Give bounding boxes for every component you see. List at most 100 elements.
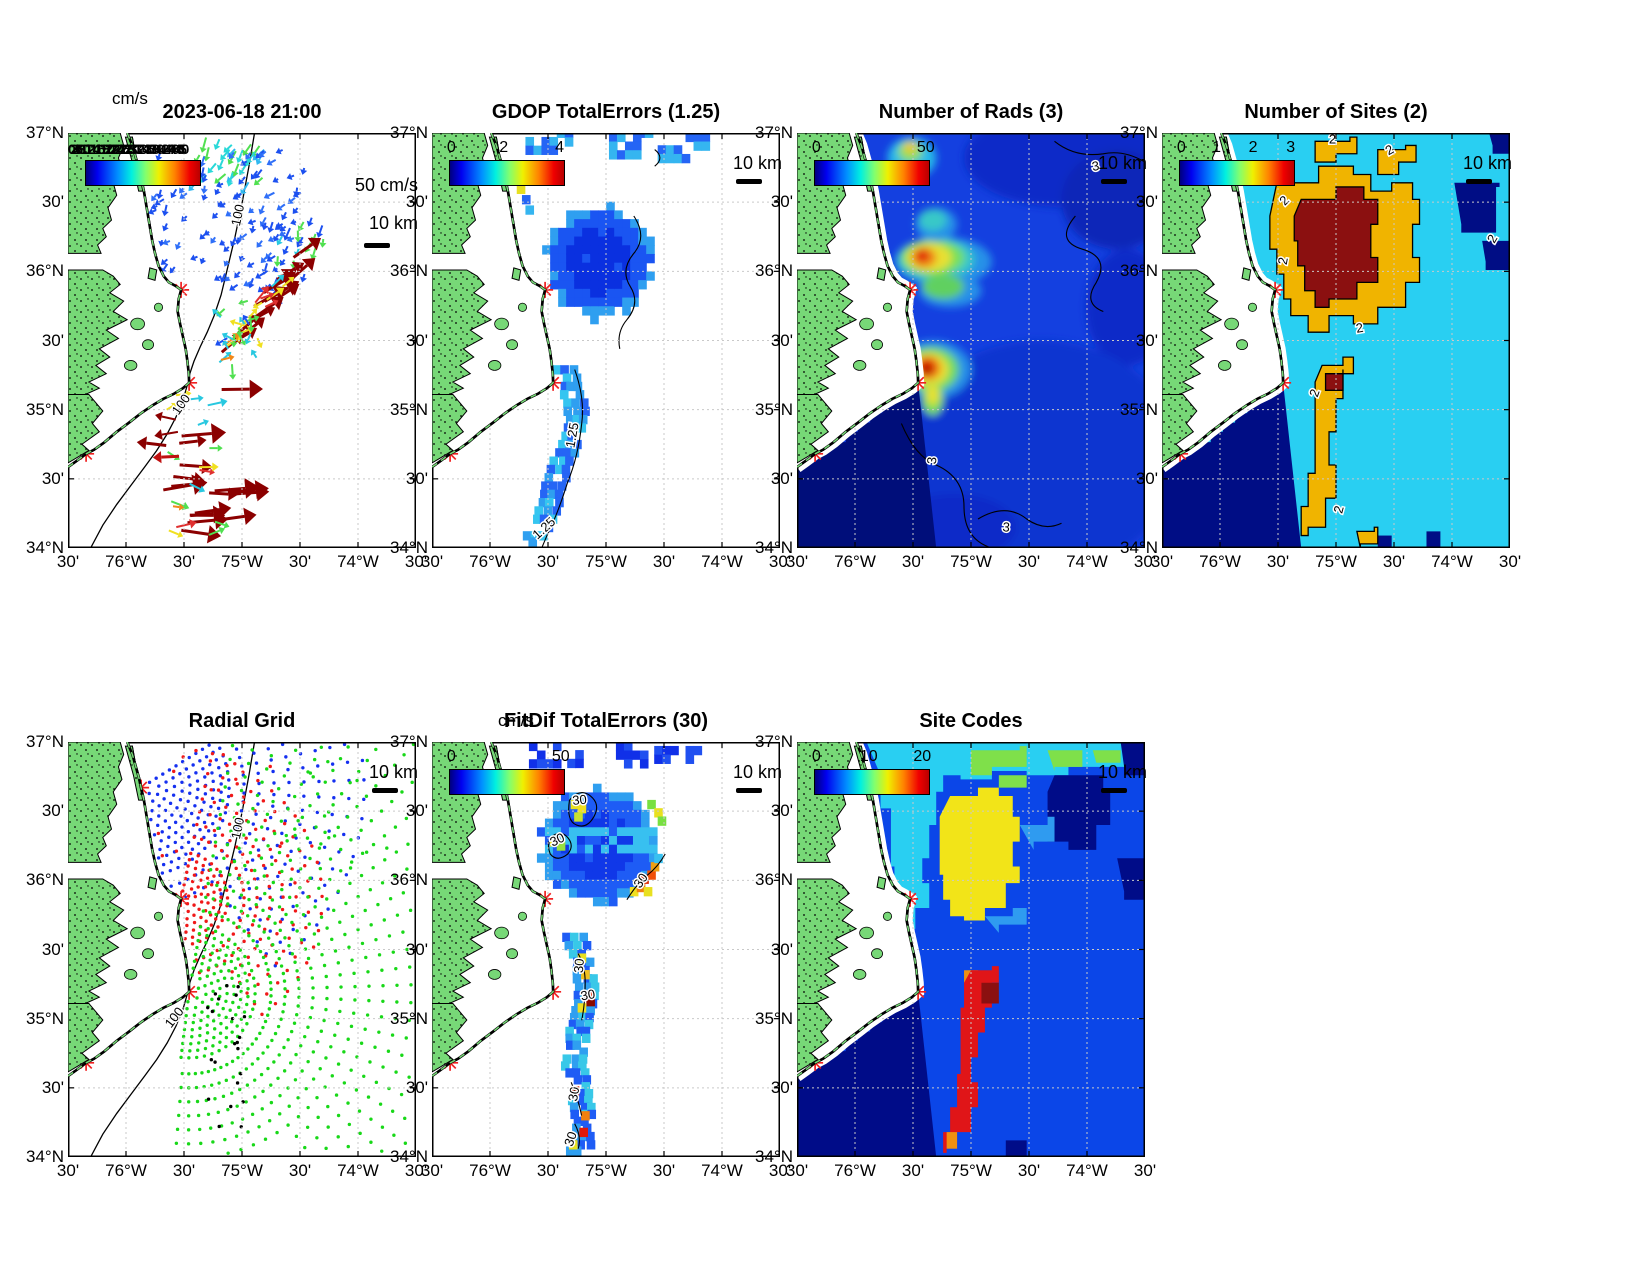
svg-text:30: 30	[565, 1086, 582, 1103]
y-axis-tick-label: 30'	[405, 801, 428, 821]
colorbar-tick-label: 50	[551, 748, 570, 765]
x-axis-tick-label: 75°W	[950, 1161, 992, 1180]
x-axis-tick-label: 76°W	[469, 1161, 511, 1180]
x-axis-tick-label: 30'	[652, 552, 676, 571]
x-axis-tick-label: 30'	[172, 1161, 196, 1180]
colorbar	[1179, 160, 1295, 186]
x-axis-tick-label: 75°W	[950, 552, 992, 571]
y-axis-tick-label: 35°N	[26, 399, 64, 419]
colorbar	[814, 160, 930, 186]
panel-title: Radial Grid	[188, 710, 296, 732]
y-axis-tick-label: 34°N	[26, 1147, 64, 1166]
x-axis-tick-label: 76°W	[105, 552, 147, 571]
y-axis-tick-label: 37°N	[755, 732, 793, 751]
y-axis-tick-label: 30'	[41, 939, 64, 959]
distance-scale-label: 10 km	[368, 762, 418, 782]
x-axis-tick-label: 30'	[420, 552, 444, 571]
svg-text:3: 3	[924, 456, 940, 465]
x-axis-tick-label: 30'	[901, 1161, 925, 1180]
y-axis-tick-label: 36°N	[390, 261, 428, 281]
distance-scale-bar	[372, 788, 398, 793]
panel-fitdif: FitDif TotalErrors (30) cm/s 30 30 30 30 30 3…	[390, 710, 791, 1180]
y-axis-tick-label: 30'	[405, 939, 428, 959]
x-axis-tick-label: 74°W	[337, 1161, 379, 1180]
svg-text:3: 3	[1002, 519, 1011, 535]
x-axis-tick-label: 30'	[1150, 552, 1174, 571]
x-axis-tick-label: 30'	[768, 552, 792, 571]
y-axis-tick-label: 30'	[405, 330, 428, 350]
site-codes-map	[797, 742, 1145, 1157]
y-axis-tick-label: 30'	[41, 330, 64, 350]
colorbar-tick-label: 4	[555, 139, 565, 156]
y-axis-tick-label: 35°N	[1120, 399, 1158, 419]
x-axis-tick-label: 30'	[768, 1161, 792, 1180]
y-axis-tick-label: 30'	[41, 468, 64, 488]
x-axis-tick-label: 75°W	[585, 1161, 627, 1180]
distance-scale-bar	[1466, 179, 1492, 184]
x-axis-tick-label: 30'	[56, 552, 80, 571]
x-axis-tick-label: 30'	[288, 552, 312, 571]
colorbar-tick-label: 0	[811, 748, 821, 765]
y-axis-tick-label: 37°N	[26, 732, 64, 751]
y-axis-tick-label: 35°N	[755, 1008, 793, 1028]
y-axis-tick-label: 36°N	[755, 870, 793, 890]
x-axis-tick-label: 74°W	[701, 552, 743, 571]
y-axis-tick-label: 37°N	[390, 123, 428, 142]
vector-scale-label: 50 cm/s	[354, 175, 418, 195]
x-axis-tick-label: 30'	[1017, 552, 1041, 571]
y-axis-tick-label: 36°N	[1120, 261, 1158, 281]
colorbar-tick-label: 3	[1286, 139, 1296, 156]
colorbar-ticks: 0 10 20	[811, 748, 932, 766]
colorbar-tick-label: 0	[446, 139, 456, 156]
colorbar-tick-label: 0	[1176, 139, 1186, 156]
svg-text:30: 30	[571, 958, 587, 974]
distance-scale-label: 10 km	[1097, 762, 1147, 782]
panel-site-codes: Site Codes 0 10 20 10 km 37°N 30' 36°N 30' 35°N 3…	[755, 710, 1156, 1180]
x-axis-tick-label: 75°W	[221, 1161, 263, 1180]
y-axis-tick-label: 30'	[405, 192, 428, 212]
x-axis-tick-label: 30'	[901, 552, 925, 571]
y-axis-tick-label: 35°N	[26, 1008, 64, 1028]
x-axis-tick-label: 76°W	[105, 1161, 147, 1180]
y-axis-tick-label: 30'	[770, 1077, 793, 1097]
x-axis-tick-label: 30'	[404, 1161, 428, 1180]
y-axis-tick-label: 30'	[770, 192, 793, 212]
x-axis-tick-label: 75°W	[221, 552, 263, 571]
distance-scale-label: 10 km	[732, 762, 782, 782]
panel-title: Site Codes	[919, 710, 1023, 732]
panel-title: FitDif TotalErrors (30)	[503, 710, 709, 732]
distance-scale-label: 10 km	[1097, 153, 1147, 173]
colorbar-tick-label: 20	[913, 748, 932, 765]
y-axis-tick-label: 34°N	[390, 1147, 428, 1166]
y-axis-tick-label: 35°N	[390, 1008, 428, 1028]
panel-title: GDOP TotalErrors (1.25)	[491, 101, 721, 123]
y-axis-tick-label: 37°N	[26, 123, 64, 142]
y-axis-tick-label: 35°N	[755, 399, 793, 419]
y-axis-tick-label: 30'	[770, 939, 793, 959]
colorbar-tick-label: 50	[916, 139, 935, 156]
colorbar	[85, 160, 201, 186]
colorbar-tick-label: 2	[1248, 139, 1258, 156]
x-axis-tick-label: 76°W	[1199, 552, 1241, 571]
y-axis-tick-label: 34°N	[755, 538, 793, 557]
x-axis-tick-label: 30'	[1382, 552, 1406, 571]
y-axis-tick-label: 30'	[770, 468, 793, 488]
y-axis-tick-label: 37°N	[1120, 123, 1158, 142]
svg-text:100: 100	[228, 816, 247, 840]
colorbar-tick-label: 1	[1212, 139, 1222, 156]
x-axis-tick-label: 75°W	[1315, 552, 1357, 571]
distance-scale-label: 10 km	[368, 213, 418, 233]
colorbar-ticks: 0 50	[447, 748, 570, 766]
y-axis-tick-label: 30'	[1135, 468, 1158, 488]
colorbar-units-label: cm/s	[112, 89, 148, 108]
svg-text:100: 100	[228, 203, 247, 227]
x-axis-tick-label: 30'	[404, 552, 428, 571]
colorbar-units-label: cm/s	[498, 711, 534, 730]
x-axis-tick-label: 76°W	[834, 552, 876, 571]
colorbar-tick-labels-overlapping: 0246810121416182022242628303234363840424…	[68, 141, 189, 157]
y-axis-tick-label: 30'	[770, 801, 793, 821]
x-axis-tick-label: 30'	[536, 552, 560, 571]
